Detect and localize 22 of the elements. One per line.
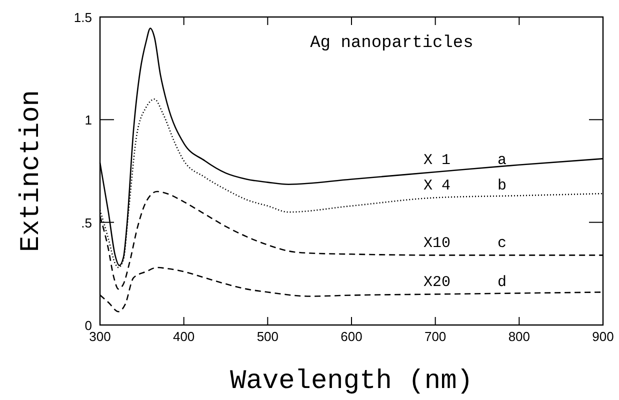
series-label: X 4 xyxy=(424,178,451,195)
annotation: Ag nanoparticles xyxy=(310,34,474,53)
y-tick-label: .5 xyxy=(81,215,92,230)
x-tick-label: 400 xyxy=(172,329,195,344)
annotation: a xyxy=(498,152,507,169)
x-tick-label: 800 xyxy=(508,329,530,344)
x-tick-label: 500 xyxy=(256,329,279,344)
annotation: b xyxy=(498,178,507,195)
annotation: c xyxy=(498,235,507,252)
series-label: X20 xyxy=(424,274,451,292)
annotation: d xyxy=(498,274,507,292)
y-tick-label: 1.5 xyxy=(74,10,92,25)
y-tick-label: 1 xyxy=(84,112,92,128)
series-label: X 1 xyxy=(424,152,451,169)
x-tick-label: 700 xyxy=(424,329,446,344)
y-axis-title: Extinction xyxy=(17,90,47,252)
series-label: X10 xyxy=(424,235,451,252)
x-tick-label: 900 xyxy=(592,329,614,344)
x-tick-label: 300 xyxy=(89,329,111,344)
x-axis-title: Wavelength (nm) xyxy=(230,367,474,397)
y-tick-label: 0 xyxy=(84,318,92,333)
x-tick-label: 600 xyxy=(340,329,362,344)
